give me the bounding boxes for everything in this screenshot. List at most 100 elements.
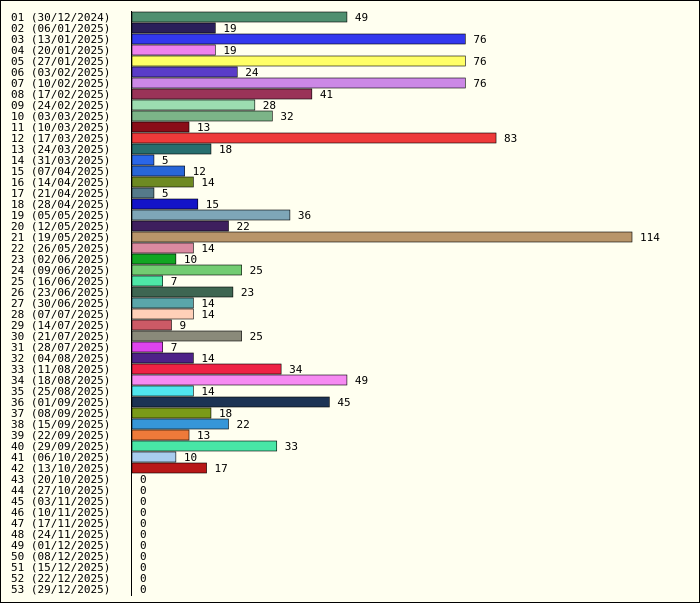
value-label: 15 (206, 198, 219, 211)
bar (131, 308, 194, 320)
category-label: 53 (29/12/2025) (11, 583, 110, 596)
value-label: 0 (140, 528, 147, 541)
category-label: 32 (04/08/2025) (11, 352, 110, 365)
value-label: 10 (184, 253, 197, 266)
value-label: 36 (298, 209, 311, 222)
category-label: 20 (12/05/2025) (11, 220, 110, 233)
bar (131, 33, 466, 45)
category-label: 41 (06/10/2025) (11, 451, 110, 464)
category-label: 15 (07/04/2025) (11, 165, 110, 178)
bar (131, 396, 330, 408)
category-label: 23 (02/06/2025) (11, 253, 110, 266)
value-label: 18 (219, 143, 232, 156)
value-label: 7 (171, 341, 178, 354)
category-label: 13 (24/03/2025) (11, 143, 110, 156)
category-label: 51 (15/12/2025) (11, 561, 110, 574)
value-label: 14 (201, 352, 215, 365)
category-label: 50 (08/12/2025) (11, 550, 110, 563)
bar (131, 220, 229, 232)
bar (131, 352, 194, 364)
category-label: 43 (20/10/2025) (11, 473, 110, 486)
value-label: 25 (250, 330, 263, 343)
value-label: 5 (162, 154, 169, 167)
value-label: 41 (320, 88, 333, 101)
value-label: 49 (355, 374, 368, 387)
category-label: 22 (26/05/2025) (11, 242, 110, 255)
bar (131, 99, 256, 111)
bar (131, 209, 291, 221)
category-label: 12 (17/03/2025) (11, 132, 110, 145)
category-label: 28 (07/07/2025) (11, 308, 110, 321)
bar (131, 44, 216, 56)
value-label: 32 (280, 110, 293, 123)
category-label: 05 (27/01/2025) (11, 55, 110, 68)
category-label: 49 (01/12/2025) (11, 539, 110, 552)
category-label: 37 (08/09/2025) (11, 407, 110, 420)
bar (131, 187, 155, 199)
bar (131, 451, 177, 463)
category-label: 46 (10/11/2025) (11, 506, 110, 519)
value-label: 12 (193, 165, 206, 178)
category-label: 44 (27/10/2025) (11, 484, 110, 497)
category-label: 10 (03/03/2025) (11, 110, 110, 123)
bar (131, 231, 633, 243)
category-label: 35 (25/08/2025) (11, 385, 110, 398)
value-label: 45 (337, 396, 350, 409)
bar (131, 242, 194, 254)
category-label: 11 (10/03/2025) (11, 121, 110, 134)
value-label: 49 (355, 11, 368, 24)
category-label: 18 (28/04/2025) (11, 198, 110, 211)
value-label: 0 (140, 561, 147, 574)
value-label: 24 (245, 66, 259, 79)
category-label: 38 (15/09/2025) (11, 418, 110, 431)
value-label: 9 (179, 319, 186, 332)
value-label: 18 (219, 407, 232, 420)
category-label: 34 (18/08/2025) (11, 374, 110, 387)
bar (131, 297, 194, 309)
category-label: 36 (01/09/2025) (11, 396, 110, 409)
bar (131, 286, 234, 298)
value-label: 5 (162, 187, 169, 200)
bar (131, 429, 190, 441)
value-label: 0 (140, 583, 147, 596)
bar (131, 264, 242, 276)
category-label: 26 (23/06/2025) (11, 286, 110, 299)
value-label: 0 (140, 506, 147, 519)
category-label: 30 (21/07/2025) (11, 330, 110, 343)
value-label: 10 (184, 451, 197, 464)
bar (131, 385, 194, 397)
category-label: 02 (06/01/2025) (11, 22, 110, 35)
bar (131, 462, 207, 474)
value-label: 7 (171, 275, 178, 288)
value-label: 22 (236, 220, 249, 233)
category-label: 48 (24/11/2025) (11, 528, 110, 541)
category-label: 31 (28/07/2025) (11, 341, 110, 354)
category-label: 47 (17/11/2025) (11, 517, 110, 530)
category-label: 08 (17/02/2025) (11, 88, 110, 101)
bar (131, 77, 466, 89)
category-label: 17 (21/04/2025) (11, 187, 110, 200)
value-label: 19 (223, 22, 236, 35)
category-label: 33 (11/08/2025) (11, 363, 110, 376)
value-label: 83 (504, 132, 517, 145)
value-label: 114 (640, 231, 660, 244)
bar (131, 143, 212, 155)
value-label: 28 (263, 99, 276, 112)
category-label: 24 (09/06/2025) (11, 264, 110, 277)
category-label: 19 (05/05/2025) (11, 209, 110, 222)
value-label: 0 (140, 550, 147, 563)
category-label: 52 (22/12/2025) (11, 572, 110, 585)
value-label: 0 (140, 517, 147, 530)
value-label: 19 (223, 44, 236, 57)
bar (131, 22, 216, 34)
bar (131, 363, 282, 375)
value-label: 0 (140, 572, 147, 585)
category-label: 04 (20/01/2025) (11, 44, 110, 57)
value-label: 13 (197, 429, 210, 442)
value-label: 0 (140, 484, 147, 497)
category-label: 09 (24/02/2025) (11, 99, 110, 112)
category-label: 42 (13/10/2025) (11, 462, 110, 475)
category-label: 06 (03/02/2025) (11, 66, 110, 79)
